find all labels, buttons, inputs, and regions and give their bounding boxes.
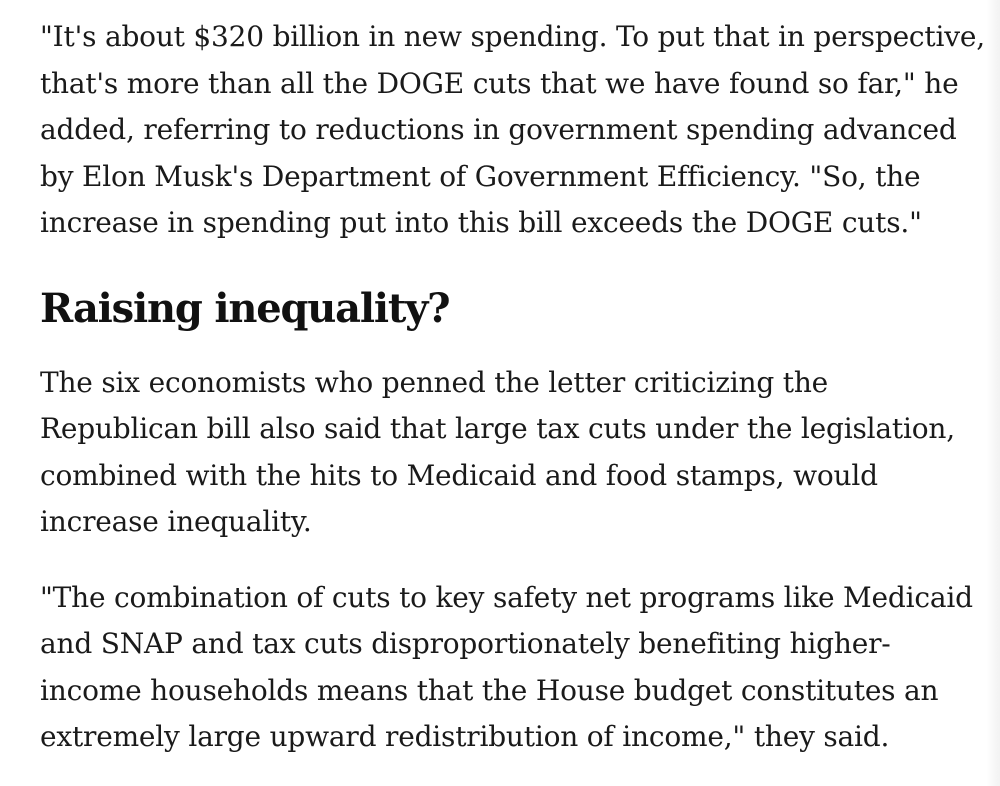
page-edge-shadow xyxy=(986,0,1000,786)
article-paragraph-quote-redistribution: "The combination of cuts to key safety n… xyxy=(40,580,973,754)
section-heading: Raising inequality? xyxy=(40,284,451,332)
article-paragraph-economists: The six economists who penned the letter… xyxy=(40,365,955,539)
article-body: "It's about $320 billion in new spending… xyxy=(40,14,990,761)
article-paragraph-quote-doge: "It's about $320 billion in new spending… xyxy=(40,20,985,239)
